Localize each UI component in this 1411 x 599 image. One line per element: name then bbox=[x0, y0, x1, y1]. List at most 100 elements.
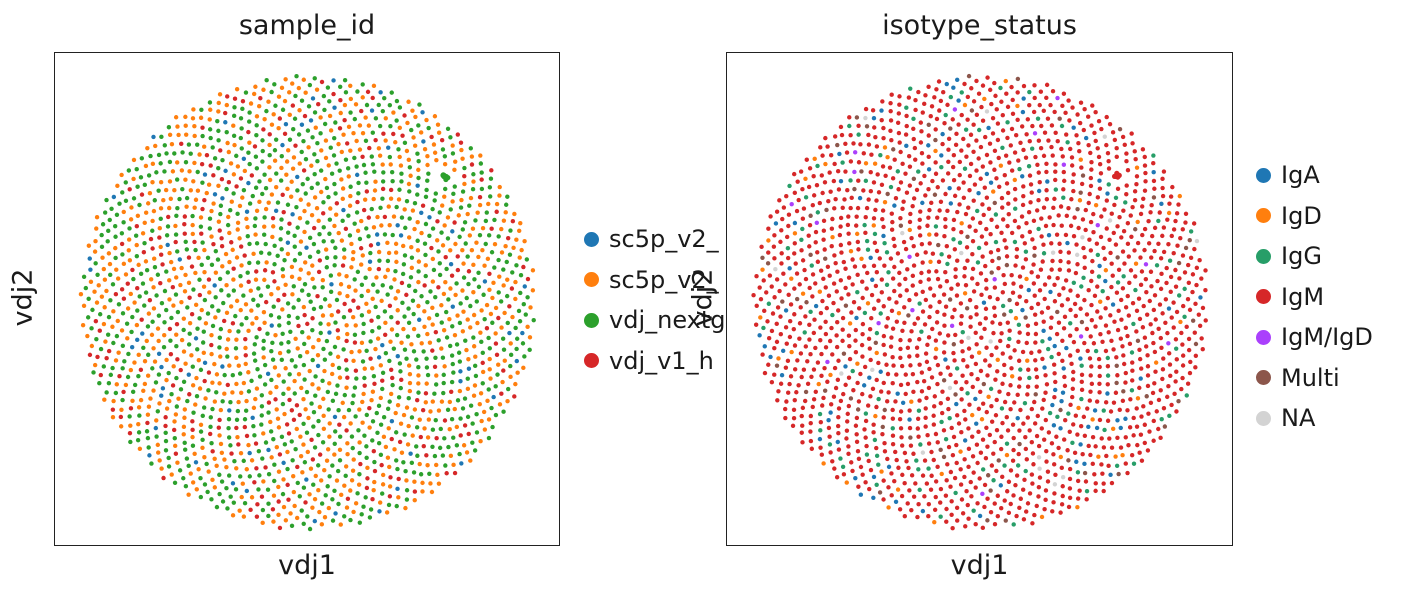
scatter-point bbox=[1052, 491, 1057, 496]
scatter-point bbox=[949, 512, 954, 518]
scatter-point bbox=[199, 307, 204, 313]
scatter-point bbox=[1051, 222, 1056, 228]
scatter-point bbox=[271, 304, 276, 309]
scatter-point bbox=[329, 371, 335, 377]
scatter-point bbox=[894, 457, 899, 463]
scatter-point bbox=[1057, 241, 1062, 246]
scatter-point bbox=[335, 383, 340, 388]
scatter-point bbox=[167, 250, 172, 256]
scatter-point bbox=[517, 255, 522, 260]
scatter-point bbox=[497, 184, 502, 190]
scatter-point bbox=[333, 429, 338, 434]
scatter-point bbox=[1066, 98, 1071, 103]
scatter-point bbox=[900, 472, 905, 478]
scatter-point bbox=[282, 292, 287, 298]
scatter-point bbox=[843, 169, 848, 174]
scatter-point bbox=[365, 89, 371, 95]
scatter-point bbox=[226, 179, 232, 185]
scatter-point bbox=[394, 259, 399, 265]
scatter-point bbox=[353, 323, 358, 328]
scatter-point bbox=[1020, 109, 1026, 115]
scatter-point bbox=[285, 482, 290, 488]
scatter-point bbox=[441, 390, 446, 396]
scatter-point bbox=[154, 293, 159, 298]
scatter-point bbox=[926, 335, 932, 340]
scatter-point bbox=[520, 341, 526, 346]
scatter-point bbox=[1067, 118, 1072, 123]
scatter-point bbox=[130, 389, 136, 395]
scatter-point bbox=[266, 410, 271, 415]
scatter-point bbox=[895, 251, 901, 256]
scatter-point bbox=[489, 250, 495, 255]
scatter-point bbox=[280, 274, 286, 279]
scatter-point bbox=[277, 452, 283, 457]
scatter-point bbox=[190, 383, 196, 388]
scatter-point bbox=[315, 181, 320, 186]
scatter-point bbox=[810, 404, 815, 410]
scatter-point bbox=[453, 241, 458, 247]
scatter-point bbox=[864, 452, 870, 457]
scatter-point bbox=[169, 315, 174, 321]
scatter-point bbox=[141, 345, 146, 350]
scatter-point bbox=[425, 331, 430, 337]
scatter-point bbox=[387, 303, 393, 308]
scatter-point bbox=[301, 442, 306, 447]
scatter-point bbox=[296, 85, 302, 91]
scatter-point bbox=[445, 236, 451, 241]
scatter-point bbox=[233, 313, 238, 319]
scatter-point bbox=[473, 373, 479, 379]
scatter-point bbox=[360, 420, 365, 425]
scatter-point bbox=[230, 481, 236, 486]
scatter-point bbox=[944, 244, 950, 249]
scatter-point bbox=[923, 415, 928, 421]
scatter-point bbox=[835, 169, 841, 174]
scatter-point bbox=[909, 235, 914, 241]
scatter-point bbox=[492, 265, 497, 270]
scatter-point bbox=[517, 319, 523, 324]
scatter-point bbox=[195, 326, 200, 331]
scatter-point bbox=[148, 236, 154, 242]
scatter-point bbox=[462, 423, 468, 428]
scatter-point bbox=[1077, 488, 1082, 493]
scatter-point bbox=[125, 336, 130, 341]
scatter-point bbox=[371, 225, 377, 230]
scatter-point bbox=[1030, 237, 1035, 242]
scatter-point bbox=[303, 407, 308, 412]
scatter-point bbox=[1027, 491, 1033, 496]
scatter-point bbox=[322, 107, 327, 113]
scatter-point bbox=[159, 301, 165, 306]
scatter-point bbox=[183, 160, 189, 165]
scatter-point bbox=[945, 102, 950, 108]
scatter-point bbox=[183, 132, 189, 137]
scatter-point bbox=[362, 375, 367, 381]
scatter-point bbox=[251, 297, 256, 302]
scatter-point bbox=[960, 511, 966, 516]
scatter-point bbox=[1063, 232, 1069, 238]
scatter-point bbox=[853, 350, 859, 355]
scatter-point bbox=[784, 234, 790, 240]
scatter-point bbox=[305, 128, 311, 133]
scatter-point bbox=[922, 173, 927, 179]
legend-marker bbox=[1256, 208, 1271, 223]
scatter-point bbox=[244, 433, 250, 439]
scatter-point bbox=[482, 427, 488, 432]
scatter-point bbox=[416, 381, 421, 386]
scatter-point bbox=[279, 357, 284, 363]
scatter-point bbox=[1078, 306, 1083, 311]
scatter-point bbox=[231, 133, 237, 139]
scatter-point bbox=[378, 363, 384, 368]
scatter-point bbox=[134, 242, 139, 248]
scatter-point bbox=[1000, 420, 1005, 426]
scatter-point bbox=[311, 410, 317, 415]
legend-item: IgA bbox=[1256, 160, 1320, 190]
legend-marker bbox=[1256, 410, 1271, 426]
scatter-point bbox=[300, 470, 305, 475]
scatter-point bbox=[827, 273, 832, 278]
scatter-point bbox=[974, 442, 980, 447]
scatter-point bbox=[450, 229, 455, 234]
scatter-point bbox=[854, 432, 859, 437]
scatter-point bbox=[1068, 402, 1073, 408]
scatter-point bbox=[969, 86, 974, 91]
scatter-point bbox=[965, 391, 970, 396]
scatter-point bbox=[285, 301, 291, 306]
